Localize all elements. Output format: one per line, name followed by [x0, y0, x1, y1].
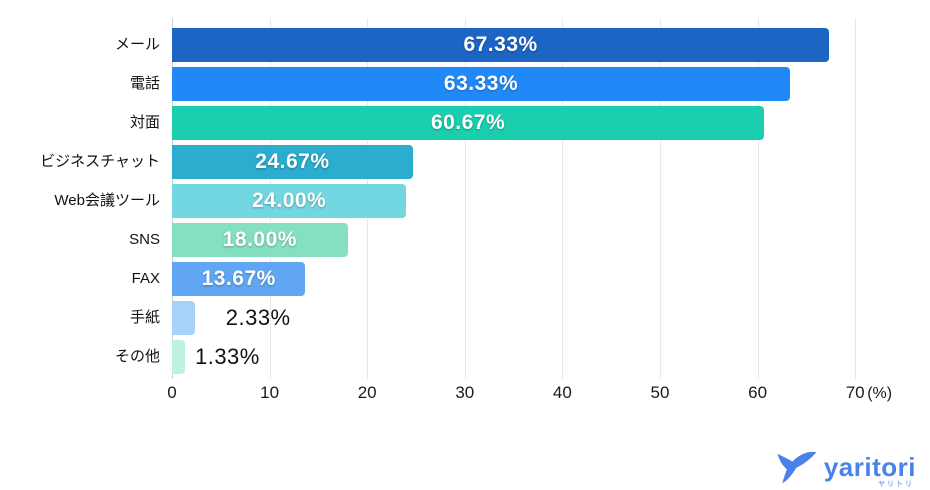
bar [172, 106, 765, 140]
x-tick-label-30: 30 [455, 383, 475, 402]
category-label: メール [114, 36, 160, 53]
bar-value-label: 60.67% [430, 111, 506, 134]
bar [172, 145, 413, 179]
category-label: SNS [129, 231, 160, 248]
yaritori-logo-text: yaritori [823, 452, 916, 482]
yaritori-logo-subtext: ヤリトリ [878, 481, 914, 488]
x-tick-label-0: 0 [167, 383, 177, 402]
x-tick-label-20: 20 [357, 383, 377, 402]
bar [172, 184, 407, 218]
bar [172, 223, 348, 257]
bar [172, 262, 306, 296]
category-label: ビジネスチャット [40, 153, 160, 170]
category-label: 電話 [129, 75, 160, 92]
gridline-x-60 [757, 18, 759, 379]
x-axis-unit-label: (%) [867, 385, 893, 402]
bar-row: 24.67% [172, 145, 878, 179]
bar [172, 340, 185, 374]
bar-value-label: 24.67% [255, 150, 330, 173]
category-label: Web会議ツール [54, 192, 160, 209]
gridline-x-30 [464, 18, 466, 379]
bar [172, 67, 791, 101]
yaritori-logo-bird-icon [777, 451, 817, 484]
bar-row: 60.67% [172, 106, 878, 140]
bar-row: 2.33% [172, 301, 878, 335]
gridline-x-40 [562, 18, 564, 379]
x-tick-label-40: 40 [552, 383, 572, 402]
x-tick-label-50: 50 [650, 383, 670, 402]
category-label: FAX [131, 270, 160, 287]
bar-row: 13.67% [172, 262, 878, 296]
bar-value-label: 1.33% [194, 344, 260, 369]
x-tick-label-60: 60 [748, 383, 768, 402]
bar-row: 63.33% [172, 67, 878, 101]
gridline-x-70 [855, 18, 857, 379]
category-label: 手紙 [129, 309, 160, 326]
gridline-x-50 [660, 18, 661, 379]
bar-value-label: 67.33% [463, 33, 538, 56]
bar-value-label: 24.00% [252, 189, 327, 212]
bar-value-label: 63.33% [443, 72, 519, 95]
category-label: その他 [114, 348, 160, 365]
bar-row: 18.00% [172, 223, 878, 257]
plot-area: 67.33% 63.33% 60.67% 24.67% 24.00% 18.00% 13.6… [172, 18, 878, 379]
bar-value-label: 13.67% [201, 267, 276, 290]
bar [172, 301, 195, 335]
bar-row: 67.33% [172, 28, 878, 62]
bar-row: 24.00% [172, 184, 878, 218]
bar [172, 28, 830, 62]
x-tick-label-10: 10 [260, 383, 280, 402]
category-label: 対面 [129, 114, 160, 131]
x-tick-label-70: 70 [845, 383, 865, 402]
bar-value-label: 18.00% [222, 228, 297, 251]
bar-row: 1.33% [172, 340, 878, 374]
yaritori-logo: yaritori ヤリトリ [776, 448, 916, 488]
bar-value-label: 2.33% [225, 305, 291, 330]
